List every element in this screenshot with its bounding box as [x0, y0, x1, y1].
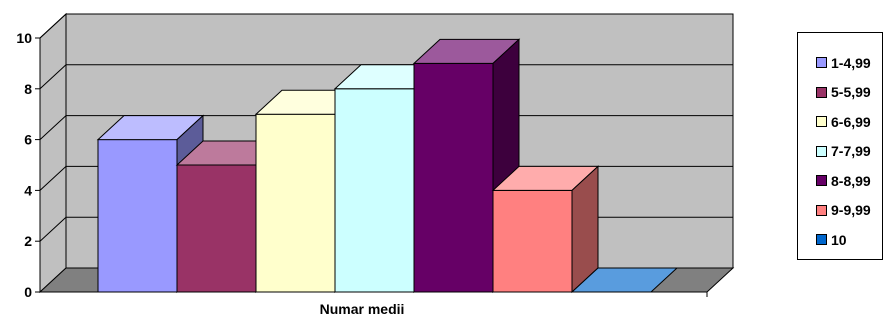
y-tick-label: 4	[24, 182, 32, 198]
bars-group	[96, 38, 679, 294]
legend-swatch	[816, 86, 827, 98]
legend-item: 6-6,99	[816, 107, 882, 137]
legend-swatch	[816, 116, 827, 128]
bar-front	[176, 164, 257, 293]
legend-swatch	[816, 204, 827, 216]
y-tick-label: 8	[24, 81, 32, 97]
bar-front	[413, 62, 494, 293]
legend-label: 10	[831, 231, 847, 248]
legend-label: 9-9,99	[831, 202, 871, 219]
plot-side-wall	[39, 12, 67, 294]
legend-label: 7-7,99	[831, 143, 871, 160]
bar-front	[97, 139, 178, 293]
legend-swatch	[816, 175, 827, 187]
y-tick-label: 2	[24, 233, 32, 249]
legend-label: 8-8,99	[831, 172, 871, 189]
legend-swatch	[816, 145, 827, 157]
y-tick-label: 10	[16, 30, 32, 46]
legend-item: 9-9,99	[816, 196, 882, 226]
bar-front	[255, 113, 336, 293]
legend-item: 5-5,99	[816, 78, 882, 108]
legend-item: 7-7,99	[816, 137, 882, 167]
gridline	[39, 13, 733, 39]
legend-item: 1-4,99	[816, 48, 882, 78]
y-tick-label: 0	[24, 284, 32, 300]
legend-swatch	[816, 234, 827, 246]
legend-label: 1-4,99	[831, 54, 871, 71]
legend-item: 10	[816, 225, 882, 255]
bar-front	[334, 88, 415, 293]
bar-6	[491, 165, 600, 294]
x-axis-label: Numar medii	[320, 301, 405, 317]
legend-swatch	[816, 57, 827, 69]
legend: 1-4,99 5-5,99 6-6,99 7-7,99 8-8,99 9-9,99 10	[797, 32, 883, 260]
legend-item: 8-8,99	[816, 166, 882, 196]
bar-front	[492, 189, 573, 293]
legend-label: 6-6,99	[831, 113, 871, 130]
y-tick-label: 6	[24, 132, 32, 148]
y-axis: 0 2 4 6 8 10	[16, 30, 708, 300]
legend-label: 5-5,99	[831, 84, 871, 101]
